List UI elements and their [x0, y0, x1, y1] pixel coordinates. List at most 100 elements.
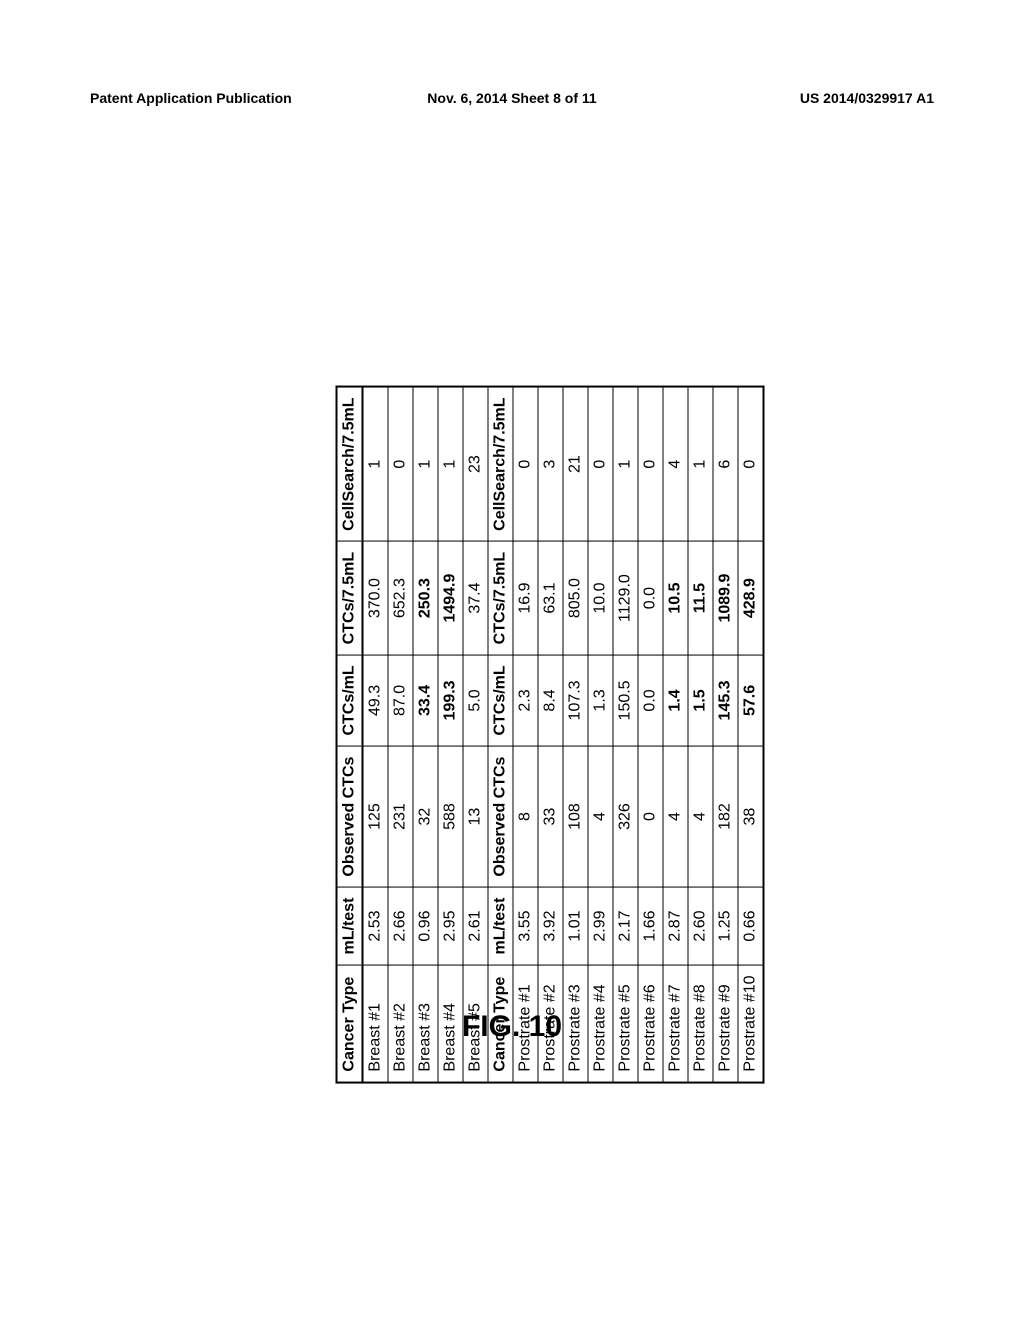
table-cell: 2.99 [588, 887, 613, 965]
rotated-content: Cancer TypemL/testObserved CTCsCTCs/mLCT… [336, 385, 765, 1083]
table-cell: Breast #2 [388, 965, 413, 1083]
table-cell: 1 [363, 386, 389, 541]
table-row: Breast #12.5312549.3370.01 [363, 386, 389, 1082]
table-cell: 2.61 [463, 887, 488, 965]
table-cell: 6 [713, 386, 738, 541]
table-cell: 1129.0 [613, 541, 638, 654]
table-cell: Prostrate #4 [588, 965, 613, 1083]
table-cell: 1 [413, 386, 438, 541]
table-cell: Prostrate #10 [738, 965, 764, 1083]
table-cell: 2.60 [688, 887, 713, 965]
table-row: Prostrate #100.663857.6428.90 [738, 386, 764, 1082]
header-left-text: Patent Application Publication [90, 90, 292, 106]
table-cell: 0.66 [738, 887, 764, 965]
table-cell: 588 [438, 746, 463, 887]
table-cell: 2.95 [438, 887, 463, 965]
table-cell: 199.3 [438, 655, 463, 746]
table-cell: 33 [538, 746, 563, 887]
table-header-row: Cancer TypemL/testObserved CTCsCTCs/mLCT… [337, 386, 363, 1082]
table-cell: 63.1 [538, 541, 563, 654]
data-table: Cancer TypemL/testObserved CTCsCTCs/mLCT… [336, 385, 765, 1083]
table-cell: 2.87 [663, 887, 688, 965]
table-cell: 1.25 [713, 887, 738, 965]
table-cell: 0.96 [413, 887, 438, 965]
table-cell: 8 [513, 746, 538, 887]
table-row: Prostrate #82.6041.511.51 [688, 386, 713, 1082]
table-cell: 1.66 [638, 887, 663, 965]
table-cell: 182 [713, 746, 738, 887]
table-cell: 4 [663, 746, 688, 887]
table-cell: 2.17 [613, 887, 638, 965]
table-row: Prostrate #31.01108107.3805.021 [563, 386, 588, 1082]
table-row: Prostrate #61.6600.00.00 [638, 386, 663, 1082]
table-cell: 2.53 [363, 887, 389, 965]
table-cell: 150.5 [613, 655, 638, 746]
table-cell: 250.3 [413, 541, 438, 654]
table-cell: Prostrate #5 [613, 965, 638, 1083]
table-cell: 1 [613, 386, 638, 541]
table-cell: 3.55 [513, 887, 538, 965]
table-cell: 326 [613, 746, 638, 887]
table-cell: 1.3 [588, 655, 613, 746]
table-row: Breast #42.95588199.31494.91 [438, 386, 463, 1082]
table-cell: 0.0 [638, 655, 663, 746]
table-cell: 0.0 [638, 541, 663, 654]
table-cell: Prostrate #8 [688, 965, 713, 1083]
table-cell: Prostrate #7 [663, 965, 688, 1083]
table-cell: 57.6 [738, 655, 764, 746]
table-cell: 21 [563, 386, 588, 541]
table-cell: 3.92 [538, 887, 563, 965]
column-header: mL/test [488, 887, 513, 965]
table-cell: Breast #1 [363, 965, 389, 1083]
table-cell: 231 [388, 746, 413, 887]
table-header-row: Cancer TypemL/testObserved CTCsCTCs/mLCT… [488, 386, 513, 1082]
table-cell: 23 [463, 386, 488, 541]
table-row: Breast #22.6623187.0652.30 [388, 386, 413, 1082]
table-cell: 145.3 [713, 655, 738, 746]
table-cell: 0 [638, 746, 663, 887]
table-cell: 4 [588, 746, 613, 887]
table-cell: 87.0 [388, 655, 413, 746]
table-cell: 370.0 [363, 541, 389, 654]
table-cell: 0 [738, 386, 764, 541]
table-cell: 428.9 [738, 541, 764, 654]
column-header: CTCs/mL [488, 655, 513, 746]
header-right-text: US 2014/0329917 A1 [800, 90, 934, 106]
table-cell: 125 [363, 746, 389, 887]
column-header: Cancer Type [337, 965, 363, 1083]
column-header: CellSearch/7.5mL [488, 386, 513, 541]
table-cell: Prostrate #6 [638, 965, 663, 1083]
table-cell: 107.3 [563, 655, 588, 746]
table-cell: 10.0 [588, 541, 613, 654]
table-row: Prostrate #23.92338.463.13 [538, 386, 563, 1082]
table-row: Prostrate #91.25182145.31089.96 [713, 386, 738, 1082]
column-header: CTCs/7.5mL [488, 541, 513, 654]
column-header: Observed CTCs [337, 746, 363, 887]
table-cell: 32 [413, 746, 438, 887]
column-header: CTCs/mL [337, 655, 363, 746]
table-cell: 1.5 [688, 655, 713, 746]
table-cell: 1 [438, 386, 463, 541]
table-cell: 37.4 [463, 541, 488, 654]
table-cell: 8.4 [538, 655, 563, 746]
table-cell: 2.3 [513, 655, 538, 746]
table-cell: 10.5 [663, 541, 688, 654]
table-cell: Prostrate #3 [563, 965, 588, 1083]
table-cell: 805.0 [563, 541, 588, 654]
table-cell: Prostrate #9 [713, 965, 738, 1083]
table-cell: 5.0 [463, 655, 488, 746]
table-cell: Breast #4 [438, 965, 463, 1083]
table-cell: 0 [513, 386, 538, 541]
table-cell: 1089.9 [713, 541, 738, 654]
table-cell: 38 [738, 746, 764, 887]
table-cell: 4 [688, 746, 713, 887]
table-cell: 2.66 [388, 887, 413, 965]
table-row: Prostrate #13.5582.316.90 [513, 386, 538, 1082]
table-cell: 1.4 [663, 655, 688, 746]
table-cell: 16.9 [513, 541, 538, 654]
table-row: Breast #30.963233.4250.31 [413, 386, 438, 1082]
table-cell: 0 [588, 386, 613, 541]
column-header: CellSearch/7.5mL [337, 386, 363, 541]
table-cell: Breast #3 [413, 965, 438, 1083]
table-cell: 1 [688, 386, 713, 541]
